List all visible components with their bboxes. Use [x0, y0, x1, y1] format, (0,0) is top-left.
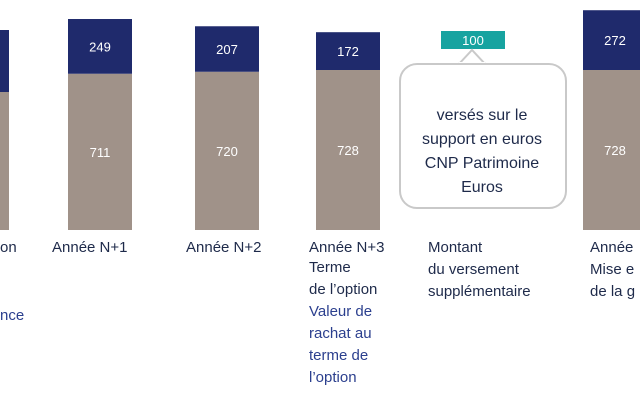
category-sublabel-n3-line1: Terme — [309, 259, 351, 276]
extra-value-box — [441, 31, 505, 49]
category-label-montant: Montant — [428, 239, 483, 256]
side-note-line3: terme de — [309, 347, 369, 364]
bar-segment-base — [0, 92, 9, 230]
annotation-bubble — [399, 63, 567, 209]
bar-segment-base — [583, 70, 640, 230]
side-note-line2: rachat au — [309, 325, 372, 342]
data-label: 711 — [90, 145, 111, 160]
bar-segment-top — [68, 19, 132, 74]
category-sublabel-right-line2: de la g — [590, 283, 636, 300]
bar-segment-top — [316, 32, 380, 70]
category-sublabel-montant-line2: supplémentaire — [428, 283, 531, 300]
annotation-text: versés sur le support en euros CNP Patri… — [404, 104, 560, 200]
bar-segment-base — [316, 70, 380, 230]
annotation-line: CNP Patrimoine — [424, 155, 540, 172]
annotation-line: Euros — [461, 179, 503, 196]
bar-segment-top — [195, 26, 259, 72]
partial-category-label: on — [0, 239, 17, 256]
data-label: 728 — [604, 143, 626, 158]
data-label: 207 — [216, 42, 238, 57]
side-note-line1: Valeur de — [309, 303, 373, 320]
annotation-line: versés sur le — [436, 107, 528, 124]
bar-segment-top — [583, 10, 640, 70]
category-label-n3: Année N+3 — [309, 239, 385, 256]
category-label-right: Année — [590, 239, 634, 256]
bar-segment-top — [0, 30, 9, 92]
data-label: 720 — [216, 144, 238, 159]
data-label: 728 — [337, 143, 359, 158]
data-label: 272 — [604, 33, 626, 48]
side-note-line4: l’option — [309, 369, 357, 386]
bar-segment-base — [195, 71, 259, 230]
category-sublabel-n3-line2: de l’option — [309, 281, 378, 298]
category-label-n1: Année N+1 — [52, 239, 128, 256]
data-label: 249 — [89, 39, 111, 54]
data-label: 100 — [462, 33, 484, 48]
category-sublabel-montant-line1: du versement — [428, 261, 519, 278]
annotation-line: support en euros — [421, 131, 543, 148]
bar-segment-base — [68, 73, 132, 230]
category-sublabel-right-line1: Mise e — [590, 261, 635, 278]
data-label: 172 — [337, 44, 359, 59]
partial-legend-label: nce — [0, 307, 25, 324]
category-label-n2: Année N+2 — [186, 239, 262, 256]
